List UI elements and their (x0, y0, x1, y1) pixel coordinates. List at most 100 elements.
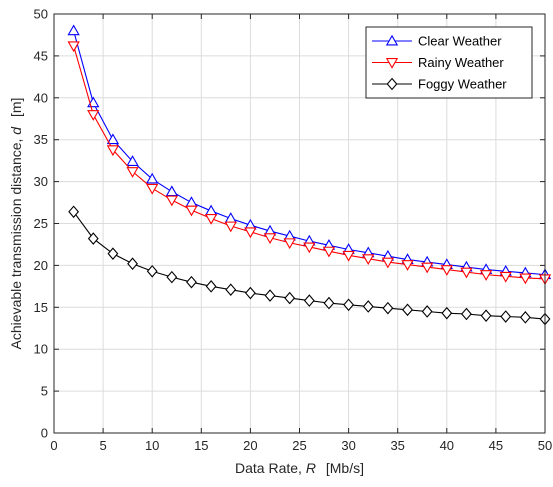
legend-marker (386, 77, 398, 91)
x-axis-label-variable: R (306, 460, 316, 476)
x-tick-label: 25 (292, 438, 306, 453)
data-point (499, 271, 512, 283)
data-point (204, 214, 218, 225)
x-tick-label: 40 (440, 438, 454, 453)
data-point (185, 196, 198, 207)
y-tick-label: 40 (34, 90, 48, 105)
x-tick-label: 20 (243, 438, 257, 453)
x-axis-label-prefix: Data Rate, (235, 460, 302, 476)
x-tick-label: 35 (390, 438, 404, 453)
data-point (166, 270, 178, 284)
x-tick-label: 45 (489, 438, 503, 453)
data-point (362, 300, 374, 313)
data-point (224, 212, 237, 223)
tick-labels: 0 5 10 15 20 25 30 35 40 45 50 0 5 10 15 20 25 30 35 40 45 50 (34, 7, 553, 454)
y-axis-label-unit: [m] (8, 98, 24, 117)
data-point (106, 133, 120, 145)
data-point (381, 257, 395, 269)
data-point (362, 254, 375, 266)
data-point (479, 270, 493, 281)
legend-item: Rainy Weather (372, 55, 504, 70)
axes (53, 13, 546, 434)
legend-marker (385, 34, 399, 46)
data-point (284, 291, 296, 305)
data-point (402, 303, 413, 317)
data-point (165, 185, 178, 197)
data-point (185, 205, 198, 217)
data-point (264, 289, 276, 302)
data-point (126, 167, 139, 178)
x-tick-label: 30 (341, 438, 355, 453)
x-axis-label: Data Rate, R [Mb/s] (235, 460, 364, 476)
data-point (186, 275, 197, 289)
grid-lines (54, 14, 545, 433)
y-tick-label: 45 (34, 48, 48, 63)
data-point (225, 283, 237, 297)
data-point (67, 41, 80, 53)
y-tick-label: 30 (34, 174, 48, 189)
data-point (401, 260, 414, 271)
legend: Clear Weather Rainy Weather Foggy Weather (365, 26, 533, 99)
data-point (303, 294, 315, 307)
y-tick-label: 25 (34, 216, 48, 231)
data-point (68, 205, 80, 219)
y-tick-label: 5 (41, 384, 48, 399)
data-point (107, 247, 119, 260)
data-point (244, 286, 256, 300)
y-tick-label: 20 (34, 258, 48, 273)
y-tick-label: 15 (34, 300, 48, 315)
y-axis-label-prefix: Achievable transmission distance, (8, 139, 24, 350)
y-tick-label: 50 (34, 7, 48, 22)
data-point (67, 24, 80, 36)
legend-item: Foggy Weather (372, 77, 507, 92)
data-point (323, 296, 335, 310)
y-axis-label-variable: d (8, 126, 24, 135)
data-point (440, 265, 453, 276)
data-point (342, 250, 355, 262)
data-point (204, 204, 218, 216)
y-tick-label: 10 (34, 342, 48, 357)
legend-label: Rainy Weather (418, 55, 504, 70)
x-tick-label: 10 (145, 438, 159, 453)
legend-item: Clear Weather (372, 34, 502, 49)
data-point (461, 307, 472, 321)
data-point (519, 311, 531, 324)
data-point (343, 298, 355, 312)
series-clear-weather (67, 24, 552, 280)
data-point (460, 267, 473, 279)
data-point (244, 227, 257, 239)
data-point (205, 280, 217, 293)
data-point (303, 242, 316, 254)
y-tick-label: 35 (34, 132, 48, 147)
x-tick-label: 5 (99, 438, 106, 453)
x-axis-label-unit: [Mb/s] (326, 460, 364, 476)
data-point (500, 310, 512, 323)
data-point (126, 155, 139, 166)
legend-label: Clear Weather (418, 34, 502, 49)
y-axis-label: Achievable transmission distance, d [m] (8, 98, 24, 350)
data-point (283, 238, 296, 250)
data-point (106, 145, 120, 157)
data-point (87, 110, 100, 121)
legend-marker (385, 58, 399, 69)
data-point (382, 301, 394, 315)
data-point (263, 233, 277, 245)
data-point (322, 246, 336, 258)
data-point (224, 221, 237, 233)
data-point (441, 306, 453, 320)
x-tick-label: 50 (538, 438, 552, 453)
data-point (146, 264, 158, 278)
x-tick-label: 0 (50, 438, 57, 453)
data-point (519, 273, 532, 285)
data-point (127, 257, 138, 271)
legend-label: Foggy Weather (418, 77, 507, 92)
data-point (146, 172, 159, 184)
data-point (421, 262, 434, 274)
data-point (87, 232, 99, 245)
data-point (165, 195, 178, 207)
data-point (421, 305, 433, 318)
data-point (480, 309, 492, 322)
x-tick-label: 15 (194, 438, 208, 453)
data-point (146, 183, 159, 195)
